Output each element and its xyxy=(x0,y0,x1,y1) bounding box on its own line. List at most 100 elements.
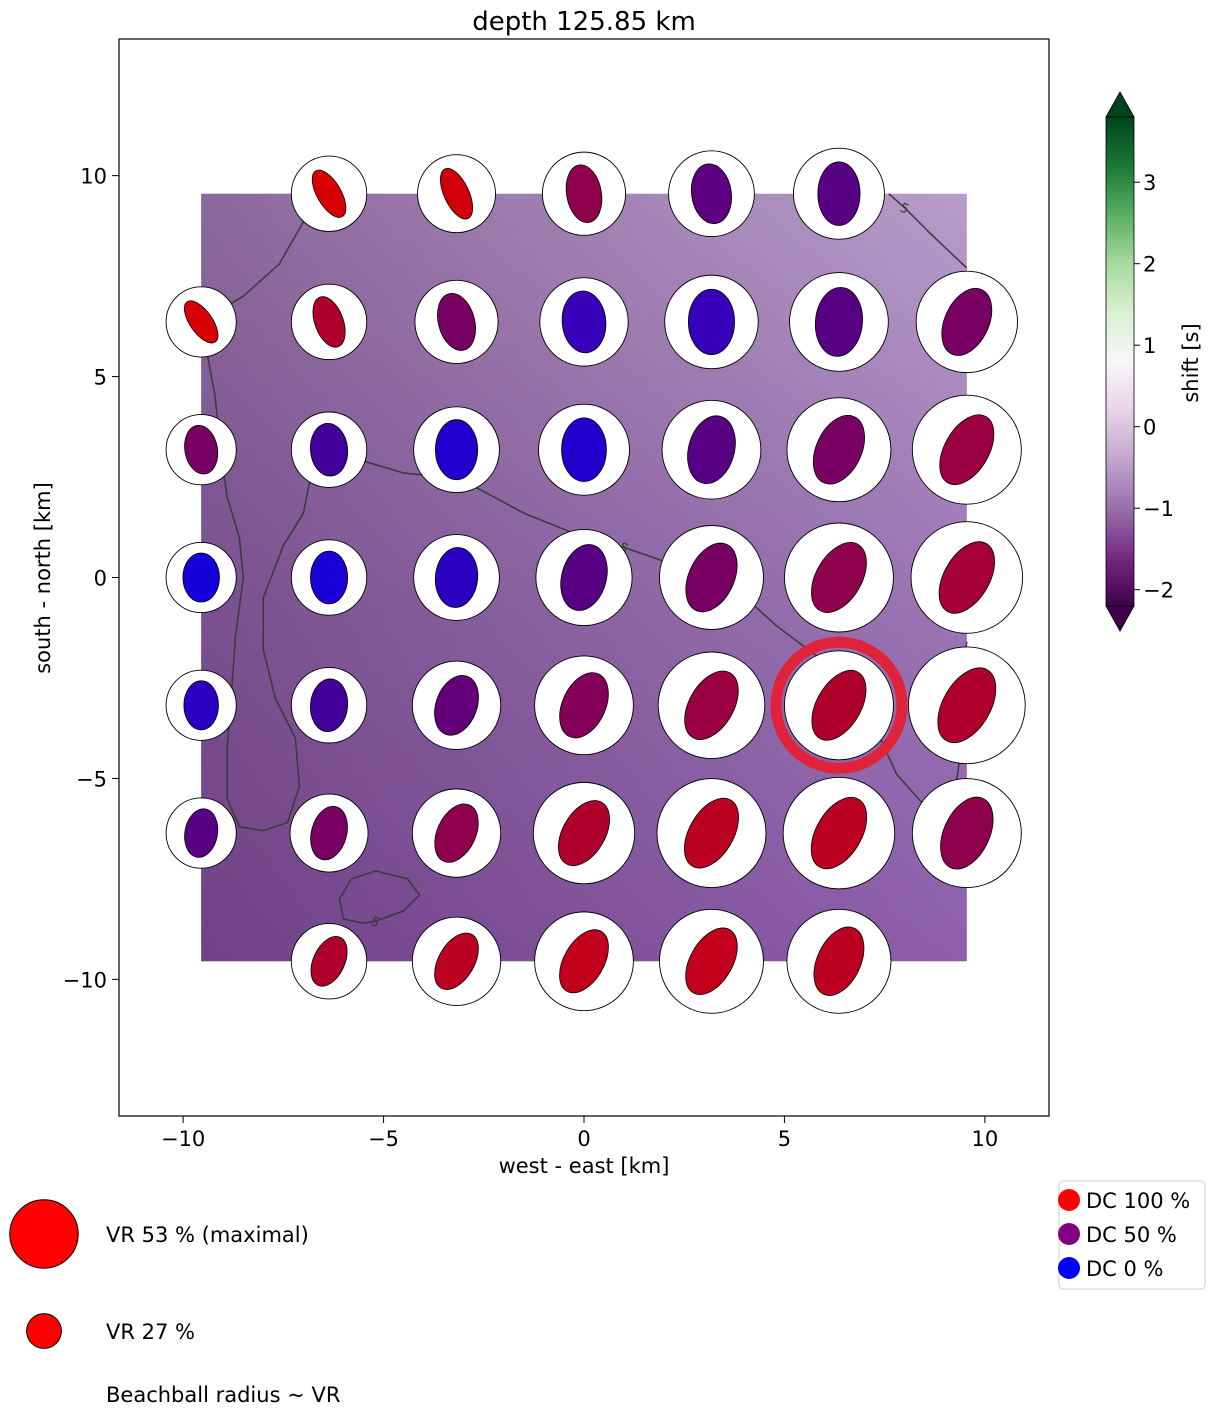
beachball xyxy=(417,154,496,234)
colorbar: 3 2 1 0 −1 −2 shift [s] xyxy=(1105,91,1203,632)
beachball-fill xyxy=(813,926,865,996)
beachball-fill xyxy=(561,290,607,354)
beachball-fill xyxy=(941,288,993,356)
beachball xyxy=(783,650,894,761)
beachball-fill xyxy=(812,414,865,485)
x-tick-label: −5 xyxy=(368,1127,399,1151)
beachball-fill xyxy=(559,672,609,739)
beachball xyxy=(786,908,892,1014)
beachball xyxy=(907,646,1026,765)
beachball-fill xyxy=(183,680,219,731)
x-tick-label: 5 xyxy=(778,1127,791,1151)
beachball xyxy=(290,539,368,616)
beachball-fill xyxy=(309,678,349,733)
y-tick-label: 0 xyxy=(94,567,107,591)
legend-dc-marker xyxy=(1058,1189,1080,1211)
beachball xyxy=(911,394,1022,505)
colorbar-tick-label: 2 xyxy=(1143,253,1156,277)
chart-title: depth 125.85 km xyxy=(472,7,696,37)
beachball-fill xyxy=(811,542,867,613)
x-tick-label: 0 xyxy=(577,1127,590,1151)
best-solution-group xyxy=(770,636,908,774)
beachball-fill xyxy=(810,796,868,870)
legend-dc-label: DC 100 % xyxy=(1086,1189,1190,1213)
beachball-fill xyxy=(434,675,479,736)
beachball xyxy=(915,270,1018,374)
beachball xyxy=(539,277,629,367)
beachball xyxy=(659,525,764,630)
beachball xyxy=(910,521,1024,634)
colorbar-bottom-extend xyxy=(1105,605,1135,632)
beachball xyxy=(290,155,368,232)
beachball xyxy=(413,406,500,494)
colorbar-tick-label: −2 xyxy=(1143,579,1174,603)
colorbar-tick-label: −1 xyxy=(1143,497,1174,521)
beachball-fill xyxy=(690,163,733,224)
beachball-fill xyxy=(685,542,738,613)
beachball-fill xyxy=(938,541,995,614)
beachball-fill xyxy=(310,936,348,987)
beachball xyxy=(657,651,766,760)
beachball xyxy=(538,403,630,496)
beachball xyxy=(290,283,368,361)
best-solution-marker xyxy=(770,636,908,774)
contour-line xyxy=(338,870,421,924)
legend-vr-marker xyxy=(26,1313,62,1349)
beachball-fill xyxy=(565,164,603,223)
x-axis-label: west - east [km] xyxy=(499,1154,670,1178)
legend-dc-marker xyxy=(1058,1257,1080,1279)
beachball xyxy=(290,667,368,744)
colorbar-top-extend xyxy=(1105,91,1135,118)
beachball-fill xyxy=(311,169,347,218)
x-tick-label: 10 xyxy=(971,1127,998,1151)
beachball-fill xyxy=(687,288,735,356)
beachball-fill xyxy=(940,796,994,870)
beachball-fill xyxy=(309,422,349,477)
beachball xyxy=(783,522,894,633)
beachball-fill xyxy=(434,803,479,863)
beachball xyxy=(289,793,369,873)
colorbar-tick-label: 1 xyxy=(1143,334,1156,358)
legend-dc: DC 100 % DC 50 % DC 0 % xyxy=(1058,1180,1206,1290)
beachball xyxy=(411,916,502,1006)
beachball-fill xyxy=(937,667,997,744)
beachball-fill xyxy=(434,932,479,990)
legend-dc-label: DC 0 % xyxy=(1086,1257,1164,1281)
beachball xyxy=(165,797,237,869)
beachball xyxy=(792,147,885,240)
legend-vr: VR 53 % (maximal) VR 27 % xyxy=(9,1199,309,1349)
beachball-fill xyxy=(437,293,476,351)
beachball-fill xyxy=(312,296,346,348)
legend-dc-marker xyxy=(1058,1223,1080,1245)
beachball-fill xyxy=(939,414,995,485)
beachball-grid xyxy=(165,147,1026,1014)
beachball xyxy=(290,411,368,488)
beachball xyxy=(290,923,368,1000)
beachball-fill xyxy=(558,800,610,867)
beachball xyxy=(165,669,237,741)
x-tick-label: −10 xyxy=(161,1127,205,1151)
beachball xyxy=(661,399,762,500)
beachball-fill xyxy=(684,797,739,869)
beachball-fill xyxy=(184,808,219,858)
contour-line xyxy=(200,321,321,832)
legend-vr-label: VR 53 % (maximal) xyxy=(106,1223,309,1247)
beachball xyxy=(411,660,502,750)
x-axis-ticks: −10 −5 0 5 10 xyxy=(161,1116,998,1151)
legend-vr-marker xyxy=(9,1199,79,1269)
beachball xyxy=(782,776,896,890)
beachball-fill xyxy=(684,670,739,740)
colorbar-gradient xyxy=(1105,116,1135,607)
beachball xyxy=(165,414,237,486)
y-axis-label: south - north [km] xyxy=(31,482,55,674)
beachball-fill xyxy=(184,425,219,475)
colorbar-ticks: 3 2 1 0 −1 −2 xyxy=(1134,171,1174,603)
colorbar-tick-label: 3 xyxy=(1143,171,1156,195)
beachball-fill xyxy=(435,419,479,481)
beachball xyxy=(165,541,237,614)
beachball xyxy=(668,150,755,238)
beachball-fill xyxy=(440,168,474,220)
y-tick-label: 5 xyxy=(94,366,107,390)
beachball xyxy=(534,655,634,756)
beachball-fill xyxy=(310,805,348,861)
